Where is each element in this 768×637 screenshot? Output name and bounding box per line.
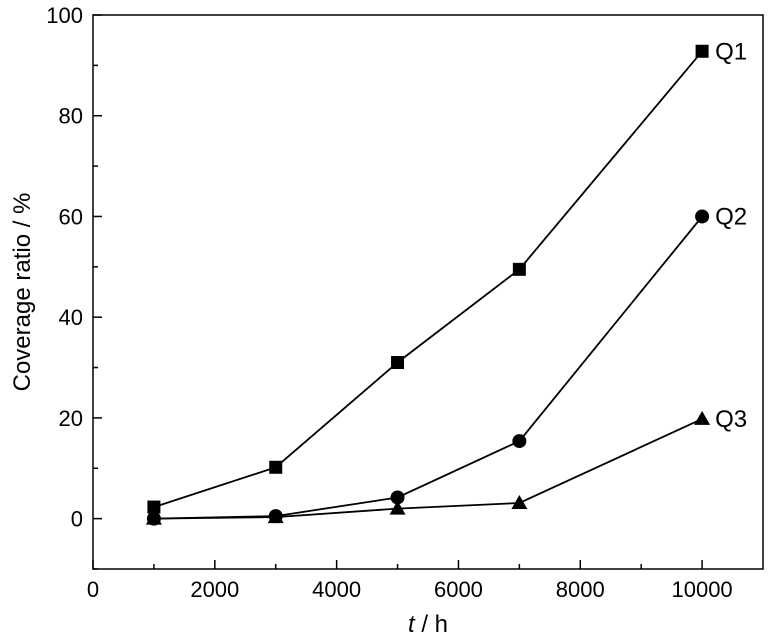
y-tick-label: 40 [59, 305, 83, 330]
x-axis-title: t / h [408, 611, 448, 637]
x-tick-label: 10000 [671, 577, 732, 602]
axis-layer: 0 2000 4000 6000 8000 10000 0 20 40 60 80 100 [46, 3, 732, 602]
plot-frame [92, 14, 764, 570]
x-tick-label: 4000 [312, 577, 361, 602]
data-point [694, 410, 711, 425]
series-layer: Q1 Q2 Q3 [145, 38, 747, 526]
data-point [145, 510, 162, 525]
series-q3: Q3 [145, 406, 747, 525]
data-point [511, 495, 528, 510]
x-tick-label: 8000 [556, 577, 605, 602]
y-tick-label: 100 [46, 3, 83, 28]
data-point [512, 434, 527, 449]
series-line [153, 215, 703, 520]
data-point [695, 209, 710, 224]
x-axis-variable: t [408, 611, 416, 637]
data-point [390, 490, 405, 505]
data-point [512, 262, 526, 276]
x-tick-label: 0 [87, 577, 99, 602]
series-line [153, 418, 703, 520]
data-point [269, 460, 283, 474]
series-label: Q1 [715, 38, 747, 65]
data-point [147, 500, 161, 514]
y-tick-label: 0 [71, 507, 83, 532]
series-q2: Q2 [146, 203, 747, 526]
data-point [267, 509, 284, 524]
y-axis-title: Coverage ratio / % [9, 193, 36, 392]
data-point [695, 44, 709, 58]
y-tick-label: 80 [59, 104, 83, 129]
series-line [153, 50, 703, 508]
x-tick-label: 2000 [190, 577, 239, 602]
data-point [391, 356, 405, 370]
x-tick-label: 6000 [434, 577, 483, 602]
series-label: Q2 [715, 203, 747, 230]
y-tick-label: 20 [59, 406, 83, 431]
data-point [389, 500, 406, 515]
x-axis-unit: / h [415, 611, 448, 637]
series-label: Q3 [715, 406, 747, 433]
y-tick-label: 60 [59, 204, 83, 229]
series-q1: Q1 [147, 38, 747, 514]
